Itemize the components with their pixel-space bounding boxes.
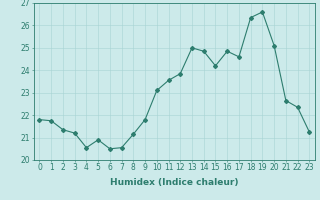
X-axis label: Humidex (Indice chaleur): Humidex (Indice chaleur)	[110, 178, 239, 187]
